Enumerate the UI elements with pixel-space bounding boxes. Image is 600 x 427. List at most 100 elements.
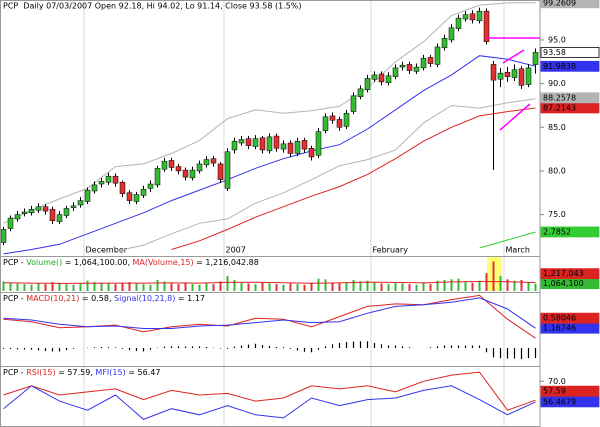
volume-bar (93, 282, 96, 291)
volume-bar (408, 284, 411, 291)
value-box-label: 88.2578 (543, 93, 576, 102)
candle-body (329, 115, 336, 121)
volume-bar (422, 282, 425, 291)
x-tick-label: December (86, 246, 128, 255)
candle-body (182, 169, 189, 178)
panel-title-part: RSI(15) (26, 368, 55, 377)
y-tick-label: 95.0 (548, 35, 566, 44)
panel-title-part: PCP - (3, 294, 26, 303)
candle-body (154, 168, 161, 186)
volume-bar (100, 282, 103, 291)
y-tick-label: 85.0 (548, 123, 566, 132)
panel-title-part: = 56.47 (126, 368, 161, 377)
x-tick-label: 2007 (226, 246, 246, 255)
volume-bar (107, 283, 110, 291)
volume-bar (2, 281, 5, 291)
volume-bar (478, 280, 481, 291)
volume-bar (30, 284, 33, 291)
candle-body (462, 14, 469, 20)
volume-bar (135, 283, 138, 291)
candle-body (483, 10, 490, 42)
candle-body (217, 163, 224, 180)
candle-body (469, 13, 476, 21)
volume-bar (65, 284, 68, 291)
candle-body (0, 229, 7, 243)
indicator-line (3, 385, 536, 420)
volume-bar (492, 261, 495, 291)
panel-title-part: PCP - (3, 258, 26, 267)
candle-body (525, 67, 532, 85)
trend-line (499, 103, 531, 131)
volume-bar (499, 275, 502, 291)
candle-body (42, 206, 49, 212)
candle-body (518, 68, 525, 86)
candle-body (245, 138, 252, 146)
volume-bar (387, 284, 390, 291)
candle-body (196, 163, 203, 172)
panel-title-part: = 0.58, (79, 294, 114, 303)
candle-body (252, 138, 259, 147)
candle-body (294, 140, 301, 154)
candle-body (378, 73, 385, 83)
volume-bar (240, 282, 243, 291)
volume-bar (23, 284, 26, 291)
volume-bar (506, 279, 509, 291)
volume-bar (282, 284, 285, 291)
candle-body (287, 142, 294, 154)
volume-bar (513, 280, 516, 291)
volume-bar (331, 282, 334, 291)
volume-bar (86, 280, 89, 291)
volume-bar (317, 278, 320, 291)
volume-bar (520, 280, 523, 291)
candle-body (490, 64, 497, 81)
candle-body (91, 184, 98, 192)
candle-body (259, 137, 266, 151)
volume-bar (429, 284, 432, 291)
candle-body (343, 113, 350, 127)
candle-body (28, 209, 35, 214)
value-box-label: 87.2143 (543, 103, 576, 112)
panel-title-part: = 1.17 (175, 294, 205, 303)
candle-body (280, 143, 287, 150)
candle-body (63, 208, 70, 216)
volume-bar (44, 284, 47, 291)
candle-body (504, 72, 511, 77)
candle-body (189, 169, 196, 179)
panel-title: PCP - MACD(10,21) = 0.58, Signal(10,21,8… (3, 294, 205, 303)
value-box (540, 268, 600, 280)
volume-bar (324, 279, 327, 291)
volume-bar (275, 284, 278, 291)
candle-body (203, 159, 210, 166)
candle-body (7, 217, 14, 229)
volume-bar (443, 280, 446, 291)
candle-body (420, 58, 427, 69)
indicator-line (3, 371, 536, 411)
candle-body (455, 17, 462, 29)
volume-bar (401, 283, 404, 291)
candle-body (14, 214, 21, 220)
volume-bar (534, 283, 537, 291)
volume-bar (289, 283, 292, 291)
indicator-line (479, 231, 536, 249)
volume-bar (212, 284, 215, 291)
volume-bar (415, 284, 418, 291)
value-box-label: 0.58046 (543, 314, 576, 323)
y-tick-label: 90.0 (548, 79, 566, 88)
indicator-line (171, 107, 536, 250)
volume-bar (79, 283, 82, 291)
volume-bar (485, 273, 488, 291)
volume-bar (177, 284, 180, 291)
volume-bar (268, 283, 271, 291)
value-box-label: 93.58 (543, 48, 566, 57)
y-tick-label: 70.0 (548, 377, 566, 386)
value-box-label: 91.9838 (543, 62, 576, 71)
panel-title-part: MA(Volume,15) (133, 258, 194, 267)
value-box (540, 226, 600, 238)
candle-body (448, 27, 455, 41)
volume-bar (114, 284, 117, 291)
volume-bar (198, 284, 201, 291)
volume-bar (373, 282, 376, 291)
volume-bar (471, 282, 474, 291)
